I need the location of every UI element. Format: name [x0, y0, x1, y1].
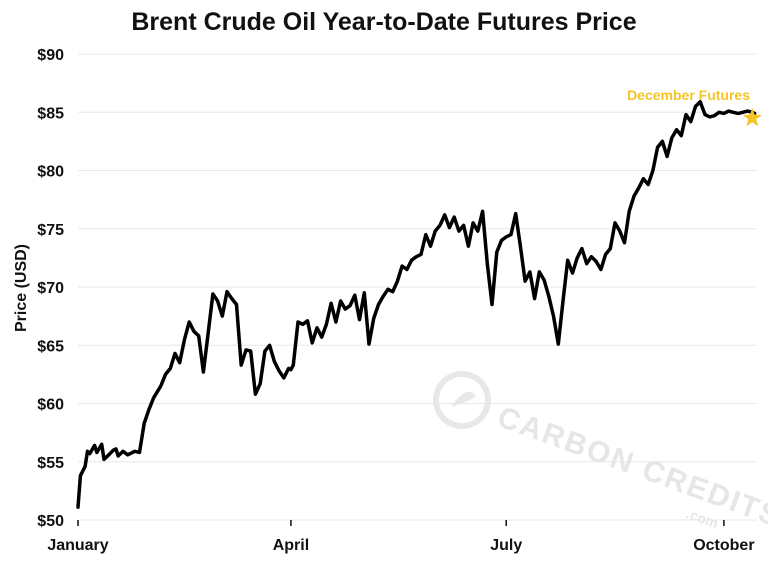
grid — [78, 53, 757, 521]
y-tick-label: $80 — [37, 164, 64, 181]
y-axis: $50 $55 $60 $65 $70 $75 $80 $85 $90 — [37, 47, 64, 530]
y-tick-label: $55 — [37, 455, 64, 472]
y-tick-label: $60 — [37, 397, 64, 414]
x-tick-label: October — [693, 537, 754, 554]
chart-title: Brent Crude Oil Year-to-Date Futures Pri… — [131, 8, 636, 36]
watermark-logo-icon — [433, 371, 491, 429]
x-axis: January April July October — [47, 520, 755, 554]
series-area — [76, 100, 757, 509]
watermark-text: CARBON CREDITS — [493, 401, 768, 535]
y-tick-label: $70 — [37, 280, 64, 297]
y-axis-label: Price (USD) — [13, 244, 30, 332]
y-tick-label: $85 — [37, 105, 64, 122]
y-tick-label: $50 — [37, 513, 64, 530]
x-tick-label: January — [47, 537, 108, 554]
x-tick-label: July — [490, 537, 522, 554]
annotation: December Futures — [627, 87, 762, 127]
watermark-logo-leaf-icon — [451, 391, 477, 407]
watermark: CARBON CREDITS .com — [433, 371, 768, 535]
series-line — [76, 100, 757, 509]
y-tick-label: $90 — [37, 47, 64, 64]
x-tick-label: April — [273, 537, 309, 554]
annotation-label: December Futures — [627, 87, 750, 103]
y-tick-label: $75 — [37, 222, 64, 239]
y-tick-label: $65 — [37, 338, 64, 355]
star-icon — [742, 108, 762, 127]
